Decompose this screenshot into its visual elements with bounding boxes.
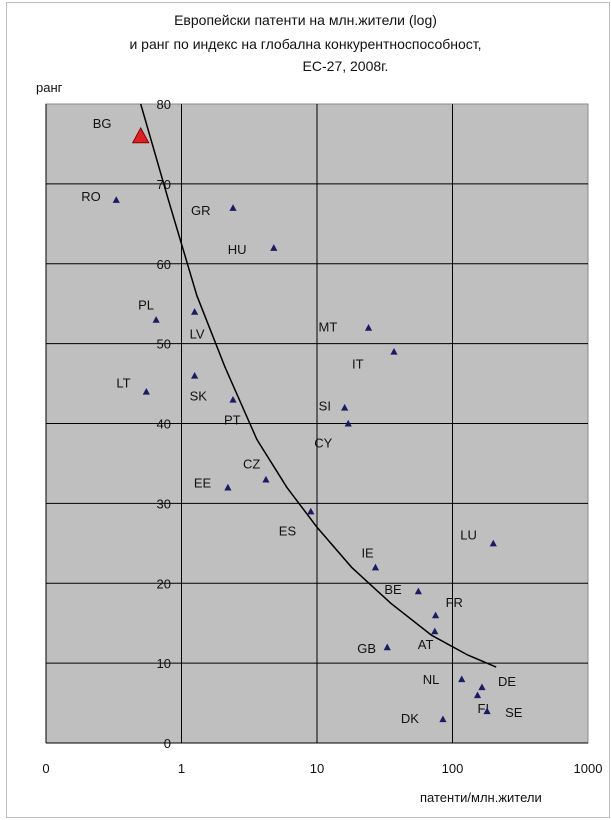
y-tick-label: 50: [157, 337, 171, 352]
point-marker-ie: [371, 563, 380, 571]
y-tick-label: 80: [157, 97, 171, 112]
point-marker-sk: [191, 371, 199, 379]
point-label-mt: MT: [319, 320, 338, 335]
point-marker-fi: [473, 691, 482, 699]
point-marker-be: [414, 587, 422, 595]
point-marker-lu: [489, 539, 497, 547]
point-label-pl: PL: [138, 298, 154, 313]
point-label-dk: DK: [401, 711, 419, 726]
point-marker-hu: [270, 244, 278, 251]
y-tick-label: 60: [157, 257, 171, 272]
chart-title-line-2: и ранг по индекс на глобална конкурентно…: [129, 36, 482, 52]
point-label-ie: IE: [361, 545, 374, 560]
point-marker-it: [390, 348, 398, 355]
point-label-es: ES: [279, 523, 297, 538]
point-marker-de: [478, 683, 486, 691]
point-label-at: AT: [418, 637, 434, 652]
y-tick-label: 20: [157, 576, 171, 591]
point-marker-pt: [229, 395, 237, 403]
point-label-it: IT: [352, 357, 364, 372]
point-label-cy: CY: [314, 436, 332, 451]
point-label-lt: LT: [116, 376, 130, 391]
point-marker-bg: [131, 126, 150, 144]
y-axis-label: ранг: [36, 80, 63, 95]
point-label-cz: CZ: [243, 456, 260, 471]
point-label-lv: LV: [190, 327, 205, 342]
point-label-hu: HU: [228, 242, 247, 257]
point-label-pt: PT: [224, 413, 241, 428]
point-label-nl: NL: [423, 672, 440, 687]
point-marker-pl: [152, 316, 160, 323]
x-axis-label: патенти/млн.жители: [420, 790, 542, 805]
point-marker-lv: [191, 308, 199, 315]
point-label-sk: SK: [190, 389, 208, 404]
point-label-se: SE: [505, 705, 523, 720]
x-tick-label: 1000: [574, 761, 603, 776]
point-marker-mt: [364, 324, 373, 331]
point-label-gb: GB: [357, 641, 376, 656]
point-label-de: DE: [498, 674, 516, 689]
point-label-si: SI: [319, 399, 331, 414]
point-marker-gb: [383, 643, 391, 651]
point-marker-lt: [142, 387, 150, 395]
point-label-fr: FR: [446, 595, 463, 610]
point-marker-cy: [344, 419, 352, 427]
x-tick-label: 1: [178, 761, 185, 776]
point-label-lu: LU: [460, 527, 477, 542]
chart-title-line-3: ЕС-27, 2008г.: [302, 58, 389, 74]
point-marker-ro: [112, 196, 120, 203]
y-tick-label: 10: [157, 656, 171, 671]
point-marker-dk: [439, 715, 447, 723]
point-marker-nl: [458, 675, 466, 683]
point-marker-fr: [431, 611, 440, 619]
point-marker-cz: [262, 475, 270, 483]
x-tick-label: 10: [310, 761, 324, 776]
point-label-ee: EE: [194, 475, 212, 490]
y-tick-label: 30: [157, 496, 171, 511]
point-label-bg: BG: [93, 116, 112, 131]
point-label-ro: RO: [81, 189, 101, 204]
trend-line: [139, 103, 497, 668]
point-label-gr: GR: [191, 203, 211, 218]
point-marker-se: [483, 707, 491, 715]
y-tick-label: 40: [157, 417, 171, 432]
point-marker-at: [431, 627, 439, 635]
x-tick-label: 0: [42, 761, 49, 776]
point-marker-ee: [224, 483, 232, 491]
point-label-fi: FI: [478, 701, 490, 716]
point-marker-es: [307, 507, 315, 515]
chart-title-line-1: Европейски патенти на млн.жители (log): [174, 12, 437, 28]
point-label-be: BE: [384, 582, 402, 597]
point-marker-gr: [229, 204, 237, 211]
x-tick-label: 100: [442, 761, 464, 776]
point-marker-si: [341, 403, 349, 411]
